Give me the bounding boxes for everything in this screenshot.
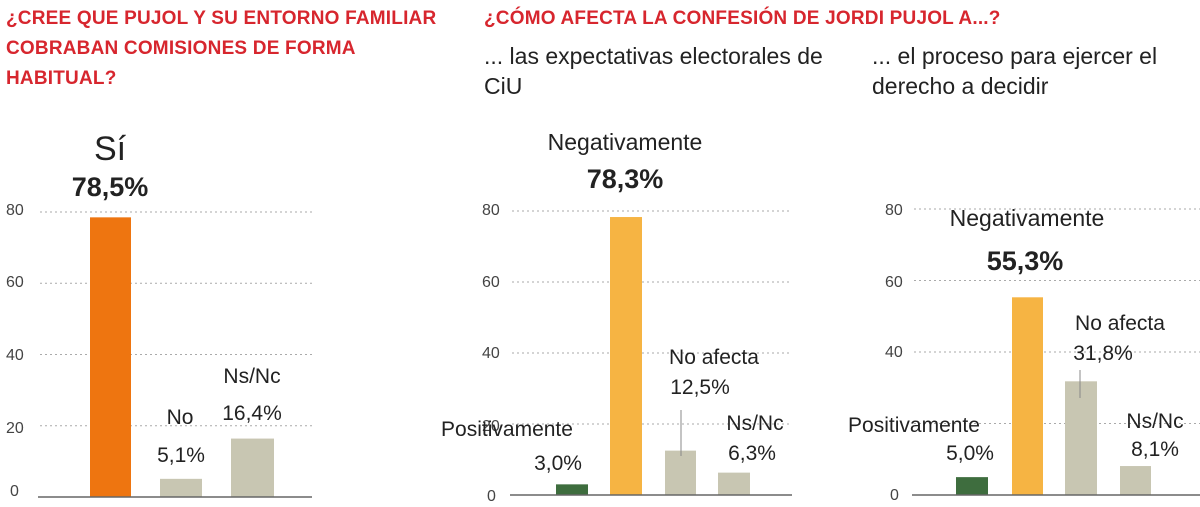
chart-2-bar-positivamente <box>556 484 588 495</box>
chart-3-bar-nsnc <box>1120 466 1151 495</box>
chart-1-gridlines <box>40 211 312 427</box>
bar-label-negativamente-3: Negativamente <box>950 205 1105 231</box>
chart-3-bar-negativamente <box>1012 297 1043 495</box>
chart-3-bar-no-afecta <box>1065 381 1097 495</box>
bar-label-no-afecta-3: No afecta <box>1075 312 1165 335</box>
chart-2-ytick-0: 0 <box>487 488 496 505</box>
bar-value-no-afecta: 12,5% <box>670 376 730 399</box>
bar-label-si: Sí <box>94 130 127 168</box>
chart-3-bar-positivamente <box>956 477 988 495</box>
bar-value-nsnc-3: 8,1% <box>1131 438 1179 461</box>
chart-2-ytick-80: 80 <box>482 202 500 219</box>
chart-3-ytick-80: 80 <box>885 202 903 219</box>
bar-value-nsnc-2: 6,3% <box>728 442 776 465</box>
chart-3-subtitle: ... el proceso para ejercer el derecho a… <box>872 43 1158 99</box>
question-2-title: ¿CÓMO AFECTA LA CONFESIÓN DE JORDI PUJOL… <box>484 8 1001 29</box>
chart-1-ytick-80: 80 <box>6 202 24 219</box>
chart-1: 80 60 40 20 0 Sí 78,5% No 5,1% Ns/Nc 16,… <box>6 130 312 500</box>
bar-value-no: 5,1% <box>157 444 205 467</box>
chart-1-ytick-60: 60 <box>6 274 24 291</box>
bar-label-nsnc-2: Ns/Nc <box>726 412 783 435</box>
chart-3: 80 60 40 0 Positivamente 5,0% Negativame… <box>848 202 1200 504</box>
bar-value-no-afecta-3: 31,8% <box>1073 342 1133 365</box>
chart-3-ytick-0: 0 <box>890 487 899 504</box>
chart-2-bar-no-afecta <box>665 450 696 495</box>
chart-3-ytick-40: 40 <box>885 344 903 361</box>
bar-label-no-afecta: No afecta <box>669 346 759 369</box>
chart-2-ytick-20: 20 <box>482 418 500 435</box>
chart-1-bar-nsnc <box>231 438 274 497</box>
chart-1-ytick-20: 20 <box>6 420 24 437</box>
bar-label-positivamente-3: Positivamente <box>848 414 980 437</box>
bar-label-positivamente: Positivamente <box>441 418 573 441</box>
bar-value-negativamente-3: 55,3% <box>987 246 1064 276</box>
chart-1-ytick-0: 0 <box>10 483 19 500</box>
bar-label-no: No <box>167 406 194 429</box>
bar-value-si: 78,5% <box>72 172 149 202</box>
bar-label-negativamente: Negativamente <box>548 129 703 155</box>
chart-2-gridlines <box>512 210 792 425</box>
chart-1-ytick-40: 40 <box>6 347 24 364</box>
chart-2-ytick-40: 40 <box>482 345 500 362</box>
chart-2-bar-negativamente <box>610 217 642 495</box>
bar-value-positivamente-3: 5,0% <box>946 442 994 465</box>
chart-1-bar-no <box>160 478 202 497</box>
chart-2-bar-nsnc <box>718 472 750 495</box>
bar-value-nsnc: 16,4% <box>222 402 282 425</box>
bar-value-positivamente: 3,0% <box>534 452 582 475</box>
bar-label-nsnc-3: Ns/Nc <box>1126 410 1183 433</box>
chart-2: 80 60 40 20 0 Positivamente 3,0% Negativ… <box>441 129 792 505</box>
chart-2-ytick-60: 60 <box>482 274 500 291</box>
chart-1-bar-si <box>90 217 131 497</box>
bar-label-nsnc: Ns/Nc <box>223 365 280 388</box>
question-1-title: ¿CREE QUE PUJOL Y SU ENTORNO FAMILIAR CO… <box>6 8 437 89</box>
chart-3-ytick-60: 60 <box>885 274 903 291</box>
chart-2-subtitle: ... las expectativas electorales de CiU <box>484 43 823 99</box>
bar-value-negativamente: 78,3% <box>587 164 664 194</box>
